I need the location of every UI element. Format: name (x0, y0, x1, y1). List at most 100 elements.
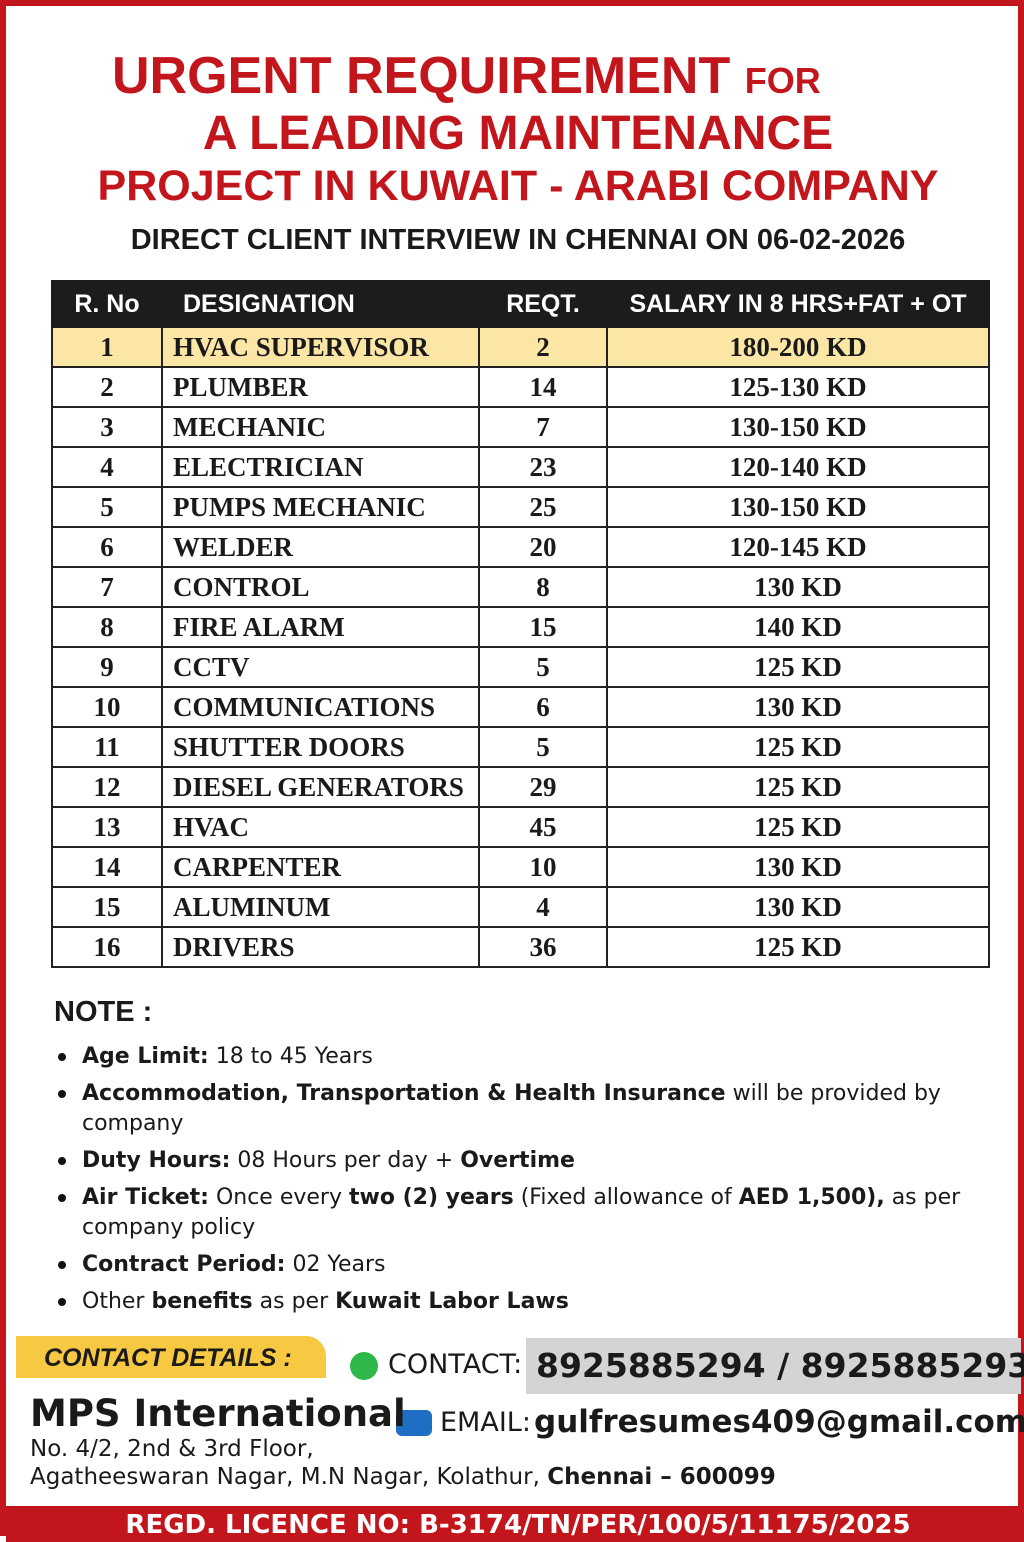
note-text: AED 1,500), (738, 1185, 885, 1210)
note-text: (Fixed allowance of (513, 1185, 739, 1210)
table-cell: DIESEL GENERATORS (161, 766, 480, 808)
table-row: 1 HVAC SUPERVISOR 2 180-200 KD (51, 326, 990, 368)
address-text: Agatheeswaran Nagar, M.N Nagar, Kolathur… (30, 1464, 548, 1490)
table-cell: 6 (478, 686, 608, 728)
note-text: Contract Period: (82, 1252, 286, 1277)
table-cell: 20 (478, 526, 608, 568)
table-cell: 130 KD (606, 886, 990, 928)
table-cell: MECHANIC (161, 406, 480, 448)
table-header: R. No DESIGNATION REQT. SALARY IN 8 HRS+FAT… (51, 280, 990, 328)
table-cell: 130-150 KD (606, 406, 990, 448)
table-cell: SHUTTER DOORS (161, 726, 480, 768)
table-row: 7 CONTROL 8 130 KD (51, 566, 990, 608)
contact-banner (16, 1336, 326, 1378)
table-cell: HVAC SUPERVISOR (161, 326, 480, 368)
table-cell: 36 (478, 926, 608, 968)
table-cell: 3 (51, 406, 163, 448)
note-text: Duty Hours: (82, 1148, 231, 1173)
note-item: Other benefits as per Kuwait Labor Laws (54, 1287, 994, 1317)
contact-heading: CONTACT DETAILS : (44, 1344, 292, 1372)
table-cell: 7 (478, 406, 608, 448)
table-cell: 45 (478, 806, 608, 848)
note-text: Kuwait Labor Laws (335, 1289, 569, 1314)
table-row: 5 PUMPS MECHANIC 25 130-150 KD (51, 486, 990, 528)
email: gulfresumes409@gmail.com (534, 1404, 1024, 1440)
table-row: 11 SHUTTER DOORS 5 125 KD (51, 726, 990, 768)
table-row: 14 CARPENTER 10 130 KD (51, 846, 990, 888)
table-cell: 5 (478, 646, 608, 688)
column-header: REQT. (478, 280, 608, 328)
table-cell: ALUMINUM (161, 886, 480, 928)
table-cell: ELECTRICIAN (161, 446, 480, 488)
table-cell: 13 (51, 806, 163, 848)
column-header: SALARY IN 8 HRS+FAT + OT (606, 280, 990, 328)
table-row: 8 FIRE ALARM 15 140 KD (51, 606, 990, 648)
note-text: two (2) years (348, 1185, 514, 1210)
table-cell: 1 (51, 326, 163, 368)
table-cell: 125-130 KD (606, 366, 990, 408)
note-text: 02 Years (285, 1252, 386, 1277)
note-text: 08 Hours per day + (230, 1148, 461, 1173)
table-row: 2 PLUMBER 14 125-130 KD (51, 366, 990, 408)
note-title: NOTE : (54, 996, 153, 1028)
table-cell: 5 (51, 486, 163, 528)
table-cell: 16 (51, 926, 163, 968)
licence: REGD. LICENCE NO: B-3174/TN/PER/100/5/11… (125, 1510, 911, 1540)
table-cell: 12 (51, 766, 163, 808)
table-cell: CONTROL (161, 566, 480, 608)
note-text: Air Ticket: (82, 1185, 209, 1210)
table-cell: PLUMBER (161, 366, 480, 408)
table-cell: 2 (478, 326, 608, 368)
phone-box (526, 1338, 1021, 1394)
table-cell: FIRE ALARM (161, 606, 480, 648)
table-cell: COMMUNICATIONS (161, 686, 480, 728)
table-cell: CCTV (161, 646, 480, 688)
company: MPS International (30, 1392, 406, 1435)
column-header: DESIGNATION (161, 280, 480, 328)
note-text: as per company policy (82, 1185, 961, 1240)
table-cell: 29 (478, 766, 608, 808)
table-cell: 4 (51, 446, 163, 488)
job-table: R. No DESIGNATION REQT. SALARY IN 8 HRS+FAT… (51, 280, 990, 968)
column-header: R. No (51, 280, 163, 328)
note-text: Accommodation, Transportation & Health I… (82, 1081, 726, 1106)
address-city: Chennai – 600099 (547, 1464, 776, 1490)
table-row: 9 CCTV 5 125 KD (51, 646, 990, 688)
table-cell: 125 KD (606, 926, 990, 968)
table-cell: 125 KD (606, 726, 990, 768)
table-cell: 10 (478, 846, 608, 888)
table-cell: 8 (478, 566, 608, 608)
table-cell: 10 (51, 686, 163, 728)
note-text: as per (252, 1289, 336, 1314)
table-cell: 4 (478, 886, 608, 928)
table-cell: 14 (51, 846, 163, 888)
email-label: EMAIL: (440, 1407, 531, 1438)
note-text: benefits (151, 1289, 253, 1314)
table-cell: 130 KD (606, 846, 990, 888)
table-cell: 7 (51, 566, 163, 608)
table-cell: 14 (478, 366, 608, 408)
table-cell: 11 (51, 726, 163, 768)
table-cell: 125 KD (606, 766, 990, 808)
table-cell: 25 (478, 486, 608, 528)
note-text: 18 to 45 Years (208, 1044, 373, 1069)
table-cell: 120-145 KD (606, 526, 990, 568)
table-cell: 130-150 KD (606, 486, 990, 528)
note-text: Overtime (460, 1148, 575, 1173)
note-item: Accommodation, Transportation & Health I… (54, 1079, 994, 1139)
table-cell: 8 (51, 606, 163, 648)
note-text: will be provided by company (82, 1081, 941, 1136)
table-cell: 2 (51, 366, 163, 408)
note-item: Age Limit: 18 to 45 Years (54, 1042, 994, 1072)
table-row: 6 WELDER 20 120-145 KD (51, 526, 990, 568)
email-icon (396, 1410, 432, 1436)
table-cell: 15 (51, 886, 163, 928)
phone: 8925885294 / 8925885293 (536, 1346, 1024, 1385)
table-cell: 5 (478, 726, 608, 768)
table-row: 16 DRIVERS 36 125 KD (51, 926, 990, 968)
title-for: FOR (744, 60, 821, 101)
title-main: URGENT REQUIREMENT (112, 47, 731, 105)
table-cell: HVAC (161, 806, 480, 848)
